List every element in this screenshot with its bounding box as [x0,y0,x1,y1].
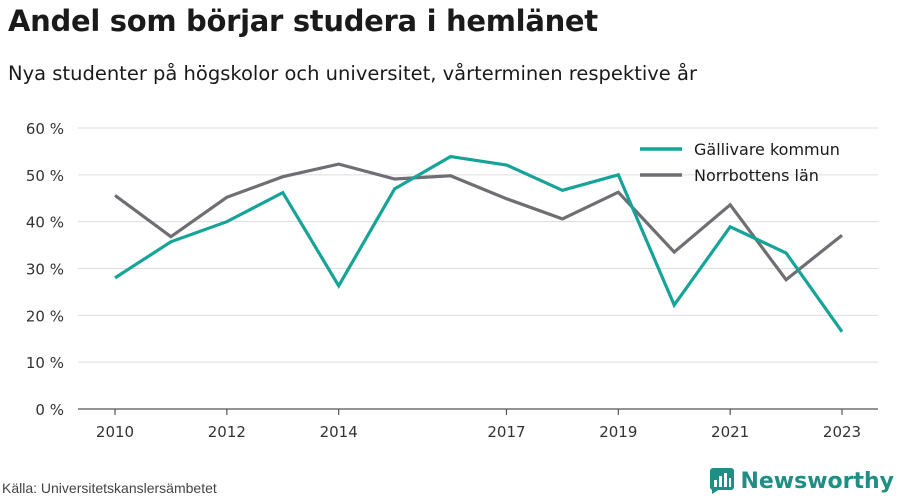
y-axis: 0 % 10 % 20 % 30 % 40 % 50 % 60 % [26,120,64,419]
x-tick-label: 2023 [823,423,861,441]
series-line [114,162,843,282]
bar-chart-icon [710,468,735,494]
x-tick-label: 2010 [96,423,134,441]
y-tick-label: 60 % [26,120,64,138]
legend: Gällivare kommun Norrbottens län [640,140,840,185]
grid [78,127,878,363]
series-line [114,154,844,333]
x-tick-label: 2021 [711,423,749,441]
legend-label: Gällivare kommun [694,140,840,159]
x-tick-label: 2019 [599,423,637,441]
y-tick-label: 40 % [26,214,64,232]
chart-subtitle: Nya studenter på högskolor och universit… [8,62,697,85]
y-tick-label: 10 % [26,354,64,372]
x-tick-label: 2012 [208,423,246,441]
y-tick-label: 0 % [35,401,64,419]
y-tick-label: 30 % [26,261,64,279]
source-note: Källa: Universitetskanslersämbetet [2,480,217,496]
y-tick-label: 20 % [26,307,64,325]
x-tick-label: 2014 [320,423,358,441]
brand-logo: Newsworthy [710,468,894,494]
y-tick-label: 50 % [26,167,64,185]
brand-name: Newsworthy [740,468,894,494]
legend-label: Norrbottens län [694,166,819,185]
chart-title: Andel som börjar studera i hemlänet [8,4,598,38]
x-tick-label: 2017 [487,423,525,441]
x-axis: 2010 2012 2014 2017 2019 2021 2023 [78,408,878,441]
series-lines [114,154,844,333]
